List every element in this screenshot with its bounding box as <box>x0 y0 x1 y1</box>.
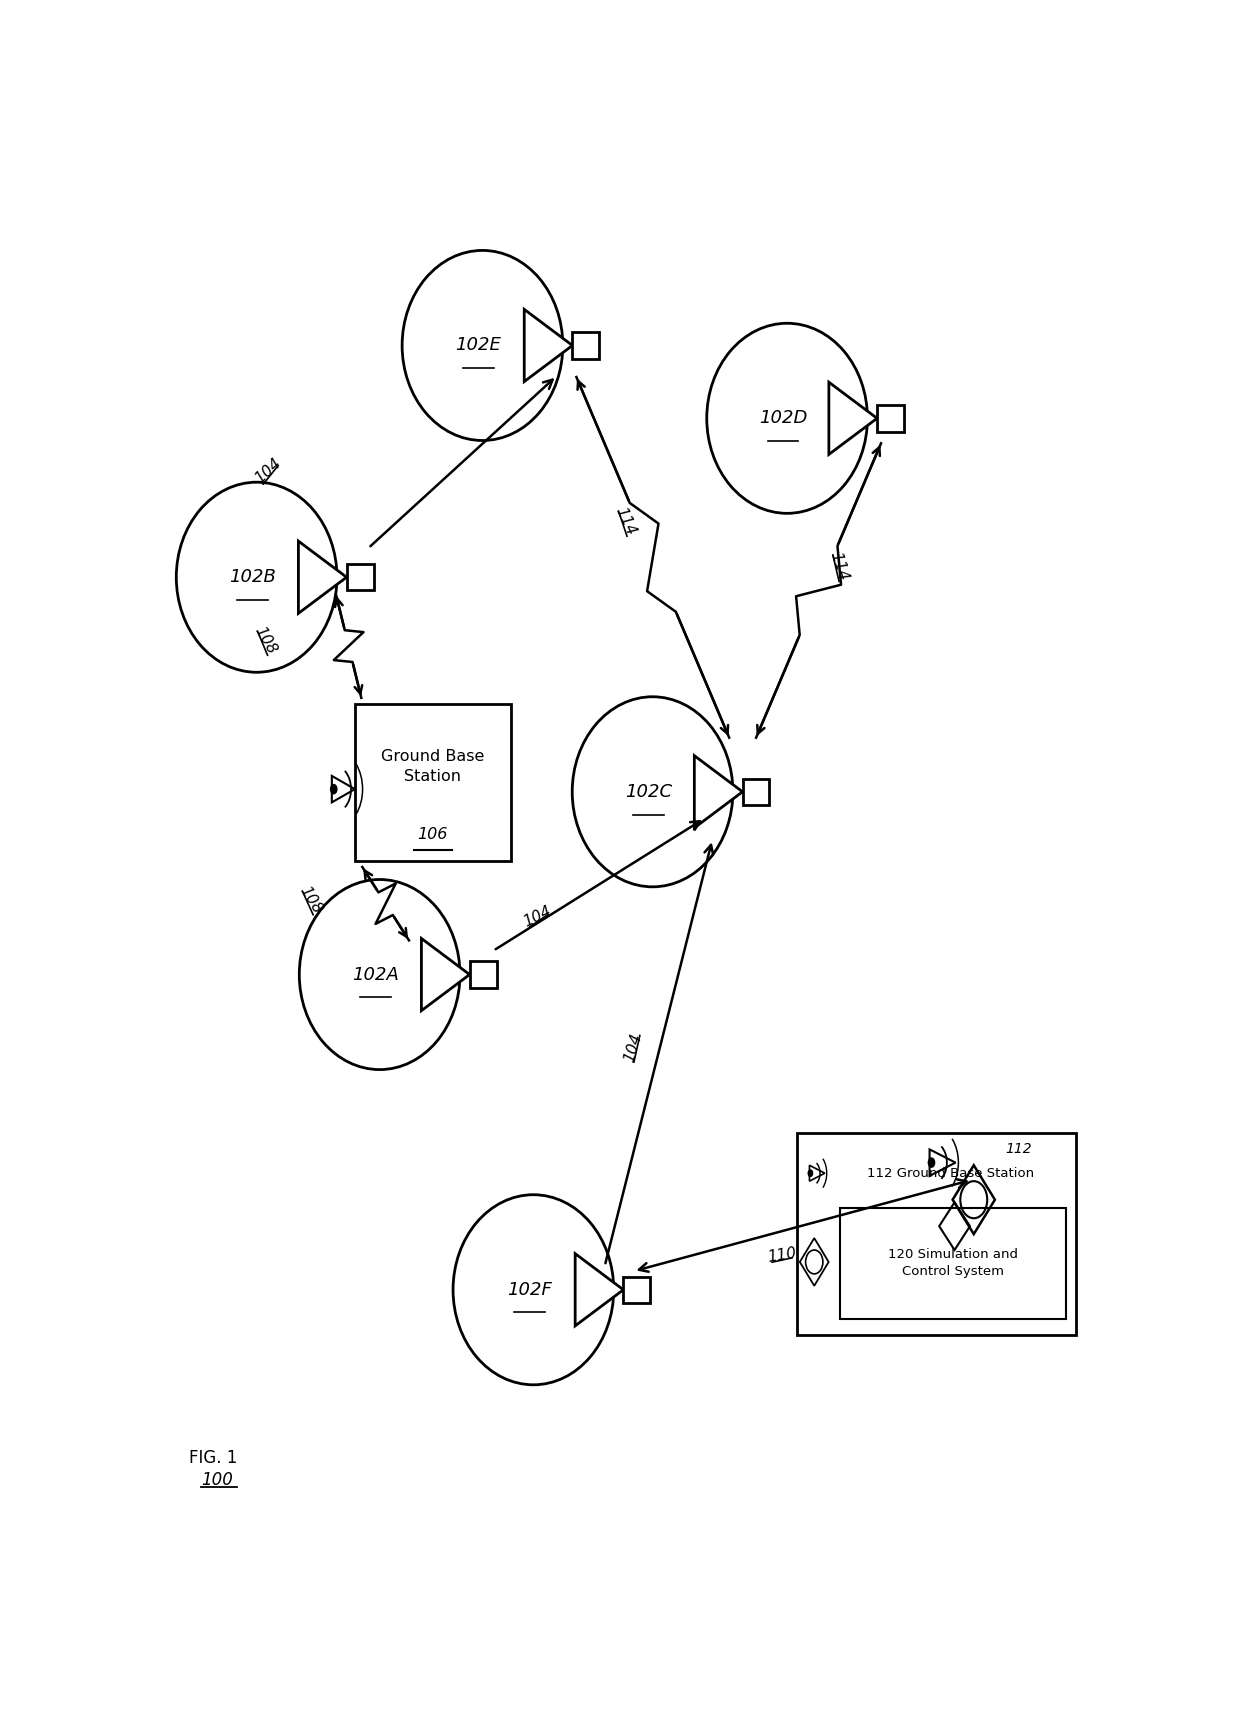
Text: 102C: 102C <box>625 783 672 802</box>
Circle shape <box>330 784 337 795</box>
Text: Ground Base
Station: Ground Base Station <box>381 750 485 784</box>
Bar <box>573 332 599 359</box>
Polygon shape <box>422 939 470 1011</box>
Bar <box>355 705 511 860</box>
Text: 102B: 102B <box>229 568 277 587</box>
Bar <box>797 1133 1075 1335</box>
Text: 108: 108 <box>296 884 325 917</box>
Text: 114: 114 <box>827 550 851 583</box>
Text: 104: 104 <box>253 456 284 487</box>
Text: 104: 104 <box>622 1032 645 1063</box>
Text: 102E: 102E <box>455 337 501 354</box>
Text: FIG. 1: FIG. 1 <box>188 1448 237 1467</box>
Bar <box>743 779 770 805</box>
Bar <box>470 961 496 987</box>
Bar <box>877 406 904 432</box>
Polygon shape <box>299 542 347 614</box>
Text: 114: 114 <box>613 506 639 538</box>
Bar <box>841 1207 1066 1319</box>
Text: 110: 110 <box>766 1245 797 1264</box>
Bar <box>347 564 373 590</box>
Circle shape <box>928 1158 935 1168</box>
Text: 102A: 102A <box>352 965 399 984</box>
Text: 120 Simulation and
Control System: 120 Simulation and Control System <box>888 1249 1018 1278</box>
Polygon shape <box>694 755 743 827</box>
Polygon shape <box>828 382 877 454</box>
Text: 102F: 102F <box>507 1281 552 1299</box>
Polygon shape <box>525 310 573 382</box>
Polygon shape <box>575 1254 624 1326</box>
Text: 106: 106 <box>418 827 448 841</box>
Text: 108: 108 <box>252 624 279 657</box>
Text: 100: 100 <box>201 1472 233 1490</box>
Text: 102D: 102D <box>759 409 807 427</box>
Text: 104: 104 <box>521 903 554 929</box>
Text: 112 Ground Base Station: 112 Ground Base Station <box>867 1166 1034 1180</box>
Bar <box>624 1276 650 1304</box>
Text: 112: 112 <box>1006 1142 1032 1156</box>
Circle shape <box>807 1170 813 1176</box>
